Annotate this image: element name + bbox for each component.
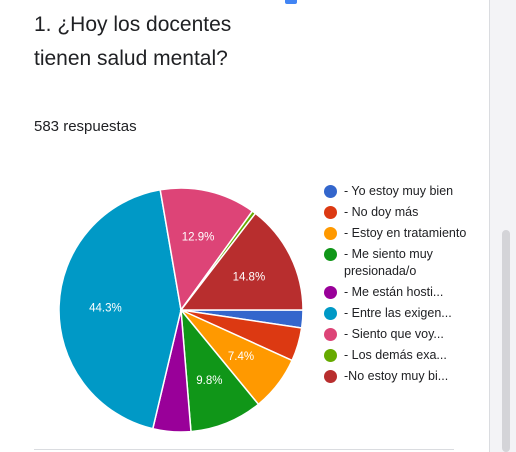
- legend-item[interactable]: - Los demás exa...: [322, 347, 472, 364]
- slice-data-label: 12.9%: [182, 231, 215, 243]
- legend-item[interactable]: - Siento que voy...: [322, 326, 472, 343]
- legend-swatch: [324, 206, 337, 219]
- legend-label: - No doy más: [344, 205, 419, 219]
- pie-slice[interactable]: [179, 212, 304, 311]
- legend-swatch: [324, 227, 337, 240]
- pie-slice[interactable]: [58, 188, 182, 430]
- legend-item[interactable]: - Yo estoy muy bien: [322, 183, 472, 200]
- slice-data-label: 9.8%: [196, 375, 222, 387]
- pie-slice[interactable]: [180, 307, 260, 433]
- legend-label: - Me siento muy presionada/o: [344, 247, 433, 278]
- slice-data-label: 44.3%: [89, 303, 122, 315]
- scrollbar-track[interactable]: [495, 0, 516, 452]
- legend-swatch: [324, 349, 337, 362]
- scrollbar-thumb[interactable]: [502, 230, 510, 452]
- legend-swatch: [324, 307, 337, 320]
- legend-item[interactable]: -No estoy muy bi...: [322, 368, 472, 385]
- question-card: 1. ¿Hoy los docentes tienen salud mental…: [0, 0, 490, 452]
- legend-swatch: [324, 248, 337, 261]
- legend-item[interactable]: - Me están hosti...: [322, 284, 472, 301]
- legend-swatch: [324, 370, 337, 383]
- slice-data-label: 14.8%: [233, 272, 266, 284]
- legend-item[interactable]: - Estoy en tratamiento: [322, 225, 472, 242]
- legend-label: - Siento que voy...: [344, 327, 444, 341]
- legend-label: - Yo estoy muy bien: [344, 184, 454, 198]
- legend-label: - Me están hosti...: [344, 285, 444, 299]
- pie-chart: 7.4% 9.8% 44.3% 12.9% 14.8%: [58, 187, 304, 433]
- question-title: 1. ¿Hoy los docentes tienen salud mental…: [34, 13, 232, 70]
- legend-item[interactable]: - Entre las exigen...: [322, 305, 472, 322]
- chart-legend: - Yo estoy muy bien - No doy más - Estoy e…: [322, 183, 472, 389]
- legend-label: -No estoy muy bi...: [344, 369, 449, 383]
- legend-swatch: [324, 286, 337, 299]
- legend-swatch: [324, 328, 337, 341]
- response-count: 583 respuestas: [34, 118, 137, 135]
- legend-item[interactable]: - Me siento muy presionada/o: [322, 246, 472, 280]
- legend-item[interactable]: - No doy más: [322, 204, 472, 221]
- legend-label: - Los demás exa...: [344, 348, 447, 362]
- top-indicator: [285, 0, 297, 4]
- pie-slice[interactable]: [159, 187, 254, 312]
- card-divider: [34, 449, 454, 450]
- legend-swatch: [324, 185, 337, 198]
- legend-label: - Entre las exigen...: [344, 306, 452, 320]
- legend-label: - Estoy en tratamiento: [344, 226, 467, 240]
- slice-data-label: 7.4%: [228, 351, 254, 363]
